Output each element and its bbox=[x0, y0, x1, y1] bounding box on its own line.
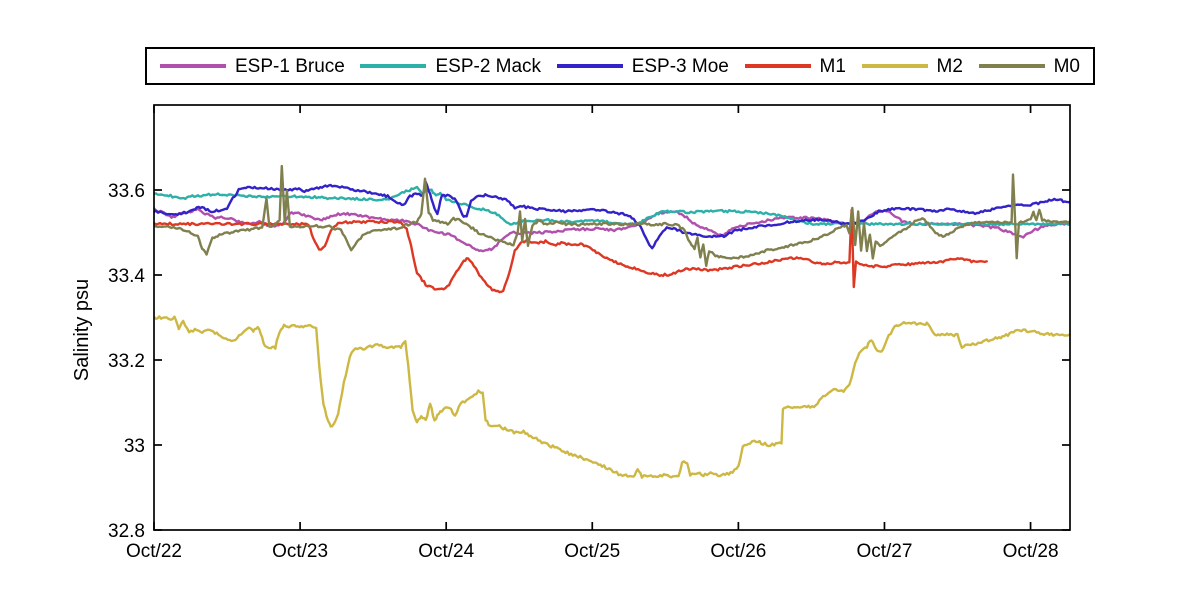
series-line-m2 bbox=[154, 315, 1070, 479]
y-axis-label: Salinity psu bbox=[71, 279, 93, 381]
x-tick-label: Oct/26 bbox=[710, 541, 766, 562]
legend-item-esp-2-mack: ESP-2 Mack bbox=[360, 57, 541, 76]
legend-swatch-esp-3-moe bbox=[556, 64, 623, 68]
legend-swatch-m1 bbox=[744, 64, 811, 68]
legend-item-esp-3-moe: ESP-3 Moe bbox=[556, 55, 729, 77]
legend-label-esp-2-mack: ESP-2 Mack bbox=[435, 55, 542, 77]
series-line-esp-3-moe bbox=[154, 180, 1070, 250]
y-tick-label: 33.4 bbox=[108, 266, 145, 287]
legend-swatch-m2 bbox=[861, 64, 928, 68]
x-tick-label: Oct/24 bbox=[418, 541, 474, 562]
series-line-m0 bbox=[154, 164, 1070, 268]
y-tick-label: 33.2 bbox=[108, 351, 145, 372]
y-tick-label: 33 bbox=[124, 436, 145, 457]
y-tick-label: 32.8 bbox=[108, 521, 145, 542]
legend-swatch-m0 bbox=[978, 64, 1045, 68]
x-tick-label: Oct/23 bbox=[272, 541, 328, 562]
legend-item-m2: M2 bbox=[861, 55, 963, 77]
legend-swatch-esp-2-mack bbox=[360, 64, 427, 68]
legend-item-m1: M1 bbox=[744, 55, 846, 77]
legend-swatch-esp-1-bruce bbox=[160, 64, 226, 68]
legend-item-esp-1-bruce: ESP-1 Bruce bbox=[160, 57, 345, 76]
x-tick-label: Oct/28 bbox=[1003, 541, 1059, 562]
legend-label-esp-1-bruce: ESP-1 Bruce bbox=[235, 55, 345, 77]
legend-label-m1: M1 bbox=[819, 55, 846, 77]
plot-box bbox=[153, 104, 1071, 531]
data-lines bbox=[154, 164, 1070, 479]
x-tick-label: Oct/25 bbox=[564, 541, 620, 562]
x-tick-label: Oct/27 bbox=[856, 541, 912, 562]
series-line-esp-2-mack bbox=[154, 185, 1070, 227]
legend-label-m2: M2 bbox=[936, 55, 963, 77]
legend-item-m0: M0 bbox=[978, 55, 1080, 77]
y-tick-label: 33.6 bbox=[108, 181, 145, 202]
legend: ESP-1 Bruce ESP-2 Mack ESP-3 Moe M1 M2 M… bbox=[145, 47, 1095, 85]
legend-label-m0: M0 bbox=[1053, 55, 1080, 77]
x-tick-label: Oct/22 bbox=[126, 541, 182, 562]
legend-label-esp-3-moe: ESP-3 Moe bbox=[631, 55, 729, 77]
